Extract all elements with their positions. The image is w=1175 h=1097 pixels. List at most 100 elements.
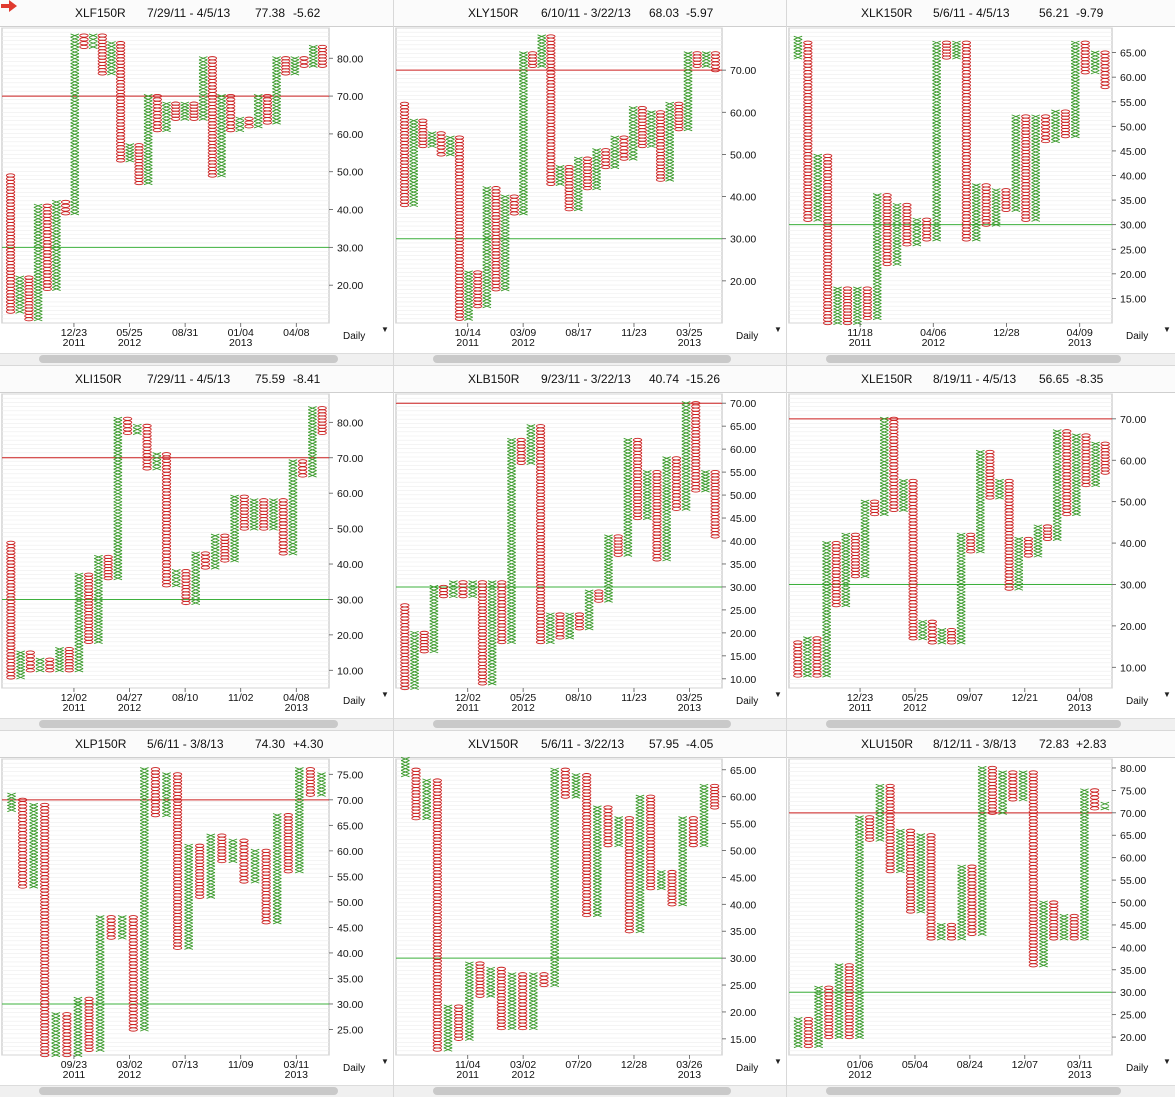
- chart-panel-xlv: XLV150R 5/6/11 - 3/22/13 57.95 -4.05 15.00 20…: [394, 731, 786, 1097]
- y-tick-label: 40.00: [730, 536, 756, 548]
- x-column: [184, 843, 194, 950]
- o-column: [122, 416, 133, 436]
- x-date-label: 11/02: [228, 692, 254, 704]
- header-symbol: XLI150R: [75, 372, 122, 386]
- frequency-select[interactable]: Daily: [343, 1063, 366, 1074]
- red-arrow-icon[interactable]: [0, 0, 18, 12]
- x-date-label: 03/02: [116, 1059, 142, 1071]
- o-column: [477, 580, 488, 686]
- chevron-down-icon[interactable]: ▼: [774, 325, 782, 334]
- x-column: [206, 833, 216, 899]
- y-tick-label: 20.00: [730, 1007, 756, 1019]
- x-column: [701, 470, 710, 493]
- o-column: [870, 499, 880, 517]
- frequency-select[interactable]: Daily: [736, 696, 759, 707]
- x-date-label: 04/27: [116, 692, 142, 704]
- y-tick-label: 60.00: [337, 129, 363, 141]
- chevron-down-icon[interactable]: ▼: [381, 690, 389, 699]
- o-column: [84, 572, 94, 645]
- x-column: [1070, 40, 1080, 139]
- x-year-label: 2013: [678, 702, 702, 714]
- x-column: [872, 193, 882, 321]
- chevron-down-icon[interactable]: ▼: [381, 1057, 389, 1066]
- x-column: [294, 767, 304, 874]
- scrollbar-thumb[interactable]: [826, 720, 1121, 728]
- o-column: [1042, 524, 1053, 542]
- o-column: [1001, 188, 1011, 213]
- y-tick-label: 65.00: [1120, 48, 1146, 60]
- scrollbar-thumb[interactable]: [826, 355, 1121, 363]
- frequency-select[interactable]: Daily: [343, 331, 366, 342]
- o-column: [281, 56, 291, 76]
- scrollbar-thumb[interactable]: [826, 1087, 1121, 1095]
- o-column: [926, 833, 936, 941]
- x-year-label: 2013: [678, 337, 702, 349]
- y-tick-label: 60.00: [337, 846, 363, 858]
- o-column: [564, 164, 574, 212]
- scrollbar-thumb[interactable]: [39, 1087, 338, 1095]
- chart-header: XLY150R 6/10/11 - 3/22/13 68.03 -5.97: [394, 0, 786, 27]
- o-column: [793, 640, 803, 678]
- frequency-select[interactable]: Daily: [736, 1063, 759, 1074]
- header-price: 77.38: [255, 6, 286, 20]
- frequency-select[interactable]: Daily: [1126, 696, 1149, 707]
- o-column: [262, 93, 273, 125]
- chevron-down-icon[interactable]: ▼: [1163, 325, 1171, 334]
- x-column: [269, 498, 278, 531]
- header-price: 68.03: [649, 6, 680, 20]
- o-column: [84, 996, 94, 1052]
- y-tick-label: 80.00: [1120, 763, 1146, 775]
- x-column: [662, 456, 672, 562]
- scrollbar-thumb[interactable]: [433, 720, 731, 728]
- o-column: [624, 816, 634, 934]
- x-column: [1033, 524, 1043, 558]
- chevron-down-icon[interactable]: ▼: [1163, 690, 1171, 699]
- o-column: [710, 783, 720, 810]
- y-tick-label: 50.00: [730, 490, 756, 502]
- chevron-down-icon[interactable]: ▼: [1163, 1057, 1171, 1066]
- pnf-chart: 20.00 30.00 40.00 50.00 60.00 70.00 80.00 12/23…: [1, 27, 363, 349]
- scrollbar-thumb[interactable]: [39, 720, 338, 728]
- x-date-label: 05/25: [902, 692, 928, 704]
- o-column: [823, 153, 833, 326]
- x-column: [701, 51, 711, 68]
- chevron-down-icon[interactable]: ▼: [381, 325, 389, 334]
- o-column: [207, 56, 218, 178]
- frequency-select[interactable]: Daily: [1126, 331, 1149, 342]
- scrollbar-thumb[interactable]: [39, 355, 338, 363]
- x-column: [52, 199, 61, 292]
- x-year-label: 2013: [1068, 702, 1092, 714]
- header-price: 75.59: [255, 372, 286, 386]
- chart-header: XLK150R 5/6/11 - 4/5/13 56.21 -9.79: [787, 0, 1175, 27]
- frequency-select[interactable]: Daily: [1126, 1063, 1149, 1074]
- x-column: [1090, 50, 1100, 75]
- o-column: [128, 915, 138, 1032]
- y-tick-label: 50.00: [337, 897, 363, 909]
- chevron-down-icon[interactable]: ▼: [774, 1057, 782, 1066]
- x-column: [288, 459, 298, 556]
- scrollbar-thumb[interactable]: [433, 1087, 731, 1095]
- frequency-select[interactable]: Daily: [343, 696, 366, 707]
- o-column: [60, 199, 71, 216]
- header-range: 9/23/11 - 3/22/13: [541, 372, 631, 386]
- chevron-down-icon[interactable]: ▼: [774, 690, 782, 699]
- frequency-select[interactable]: Daily: [736, 331, 759, 342]
- header-price: 57.95: [649, 737, 680, 751]
- y-tick-label: 60.00: [730, 444, 756, 456]
- x-date-label: 11/04: [455, 1059, 481, 1071]
- y-tick-label: 40.00: [730, 192, 756, 204]
- o-column: [115, 41, 126, 163]
- x-column: [584, 589, 594, 631]
- x-date-label: 12/21: [1012, 692, 1038, 704]
- x-year-label: 2013: [285, 1069, 309, 1081]
- scrollbar-thumb[interactable]: [433, 355, 731, 363]
- x-column: [793, 1017, 803, 1049]
- x-year-label: 2011: [456, 337, 479, 349]
- x-column: [555, 165, 565, 186]
- x-year-label: 2012: [511, 1069, 535, 1081]
- x-column: [995, 478, 1004, 500]
- header-range: 5/6/11 - 3/22/13: [541, 737, 625, 751]
- x-column: [235, 116, 245, 133]
- o-column: [927, 619, 937, 645]
